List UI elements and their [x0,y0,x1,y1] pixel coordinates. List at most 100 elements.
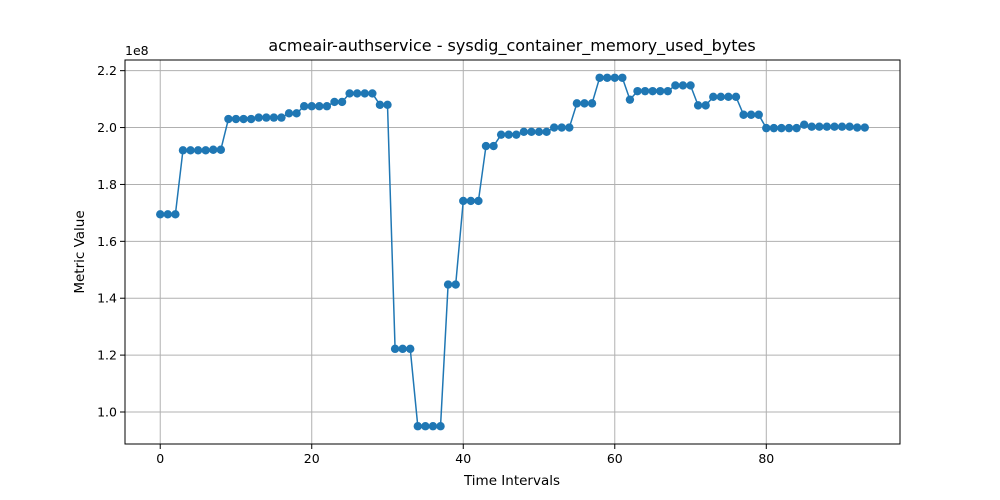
data-point [648,86,657,96]
data-point [830,122,839,131]
data-point [686,81,695,90]
data-point [390,344,400,354]
data-point [527,127,536,137]
data-point [853,123,862,132]
x-tick-label: 40 [455,451,471,466]
data-point [769,123,779,133]
data-point [693,101,703,110]
data-point [239,114,248,124]
data-point [792,123,801,133]
data-point [701,101,710,110]
data-point [663,86,672,96]
data-point [368,89,377,98]
y-tick-label: 2.0 [97,120,117,135]
data-point [163,210,172,219]
data-point [209,145,218,154]
x-tick-label: 60 [607,451,623,466]
data-point [807,122,816,131]
data-point [322,102,332,111]
data-point [762,123,771,133]
grid [125,60,900,444]
data-point [459,196,468,206]
data-point [837,122,847,131]
data-point [504,130,513,139]
plot-frame [124,59,901,445]
data-point [860,123,869,132]
data-point [671,81,680,90]
data-point [542,127,551,137]
data-point [625,95,635,104]
y-axis-label: Metric Value [72,210,88,293]
data-point [549,123,559,132]
axis-ticks: 0 20 40 60 80 1.0 1.2 1.4 1.6 1.8 2.0 2.2 [97,63,774,466]
x-tick-label: 80 [758,451,774,466]
data-point [201,146,210,155]
data-point [724,92,733,102]
data-point [262,113,271,122]
data-point [565,123,574,132]
data-point [746,110,756,119]
data-point [436,422,445,431]
data-point [777,123,786,133]
data-point [618,73,627,82]
data-point [353,89,362,98]
x-axis-label: Time Intervals [463,473,560,489]
data-point [481,141,491,151]
series-line-group [156,73,869,431]
data-point [345,89,354,98]
y-tick-label: 1.4 [97,291,117,306]
y-tick-label: 2.2 [97,63,117,78]
data-point [299,102,309,111]
data-point [799,120,809,129]
data-point [375,100,385,110]
data-point [330,97,339,107]
data-point [815,122,824,131]
data-point [489,141,498,151]
x-tick-label: 20 [304,451,320,466]
data-point [610,73,619,82]
data-point [277,113,286,122]
data-point [178,146,188,155]
y-scale-label: 1e8 [125,43,149,58]
data-point [731,92,741,102]
data-point [572,99,582,108]
data-point [284,109,294,118]
data-point [337,97,347,107]
y-tick-label: 1.0 [97,405,117,420]
x-tick-label: 0 [156,451,164,466]
data-point [406,344,415,354]
data-point [413,422,422,431]
chart-title: acmeair-authservice - sysdig_container_m… [268,36,755,56]
data-point [534,127,544,137]
data-point [171,210,180,219]
data-point [496,130,506,139]
data-point [254,113,263,122]
data-point [398,344,407,354]
data-point [156,210,165,219]
data-point [580,99,589,108]
data-point [640,86,650,96]
data-point [633,86,642,96]
data-point [754,110,763,119]
data-point [822,122,832,131]
data-point [603,73,612,82]
data-point [428,422,438,431]
data-point [421,422,430,431]
data-point [269,113,279,122]
data-point [193,146,203,155]
data-point [466,196,476,206]
data-point [709,92,718,102]
data-point [315,102,324,111]
data-point [186,146,195,155]
data-point [656,86,665,96]
data-point [784,123,794,133]
data-point [512,130,521,139]
data-point [739,110,748,119]
data-point [231,114,241,124]
y-tick-label: 1.6 [97,234,117,249]
data-point [360,89,369,98]
data-point [451,280,460,289]
y-tick-label: 1.8 [97,177,117,192]
